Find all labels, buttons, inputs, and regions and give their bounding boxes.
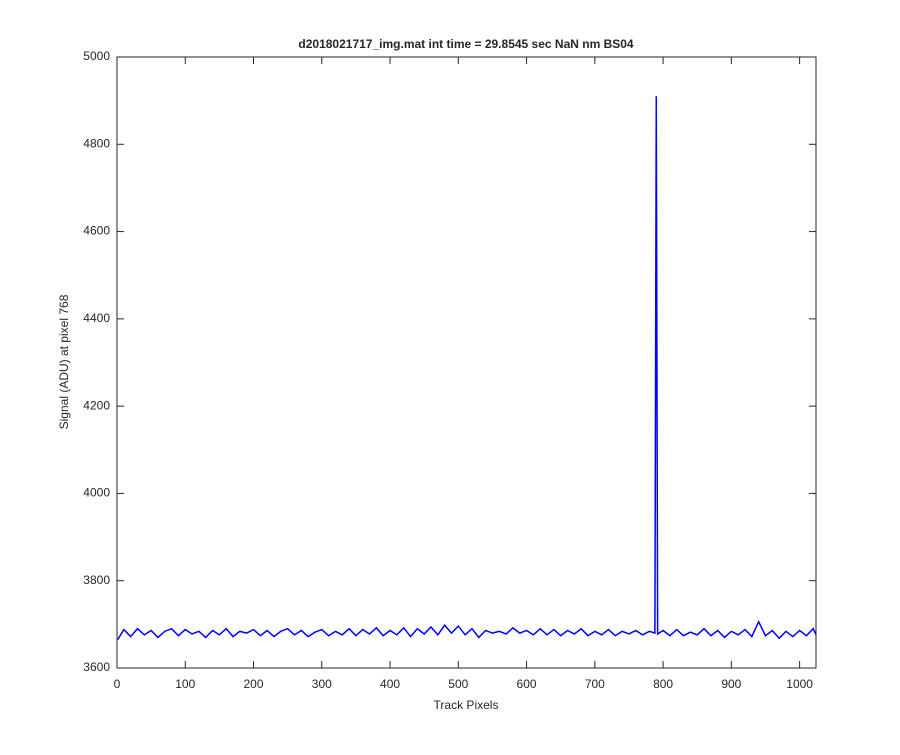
y-tick-label: 3800 bbox=[83, 573, 110, 587]
x-tick-label: 100 bbox=[175, 677, 195, 691]
y-tick-label: 4400 bbox=[83, 311, 110, 325]
y-tick-label: 3600 bbox=[83, 660, 110, 674]
x-tick-label: 600 bbox=[517, 677, 537, 691]
x-tick-label: 200 bbox=[244, 677, 264, 691]
y-tick-label: 4600 bbox=[83, 224, 110, 238]
x-tick-label: 300 bbox=[312, 677, 332, 691]
data-line bbox=[117, 96, 817, 641]
x-tick-label: 800 bbox=[653, 677, 673, 691]
x-tick-label: 500 bbox=[448, 677, 468, 691]
x-tick-label: 1000 bbox=[786, 677, 813, 691]
y-tick-label: 4200 bbox=[83, 398, 110, 412]
x-tick-label: 700 bbox=[585, 677, 605, 691]
x-tick-label: 400 bbox=[380, 677, 400, 691]
plot-frame bbox=[116, 56, 817, 669]
x-axis-label: Track Pixels bbox=[434, 698, 499, 712]
chart-title: d2018021717_img.mat int time = 29.8545 s… bbox=[298, 37, 634, 51]
x-tick-label: 900 bbox=[721, 677, 741, 691]
y-tick-label: 5000 bbox=[83, 49, 110, 63]
y-tick-label: 4000 bbox=[83, 486, 110, 500]
x-tick-label: 0 bbox=[114, 677, 121, 691]
y-axis-label: Signal (ADU) at pixel 768 bbox=[57, 294, 71, 429]
y-tick-label: 4800 bbox=[83, 136, 110, 150]
